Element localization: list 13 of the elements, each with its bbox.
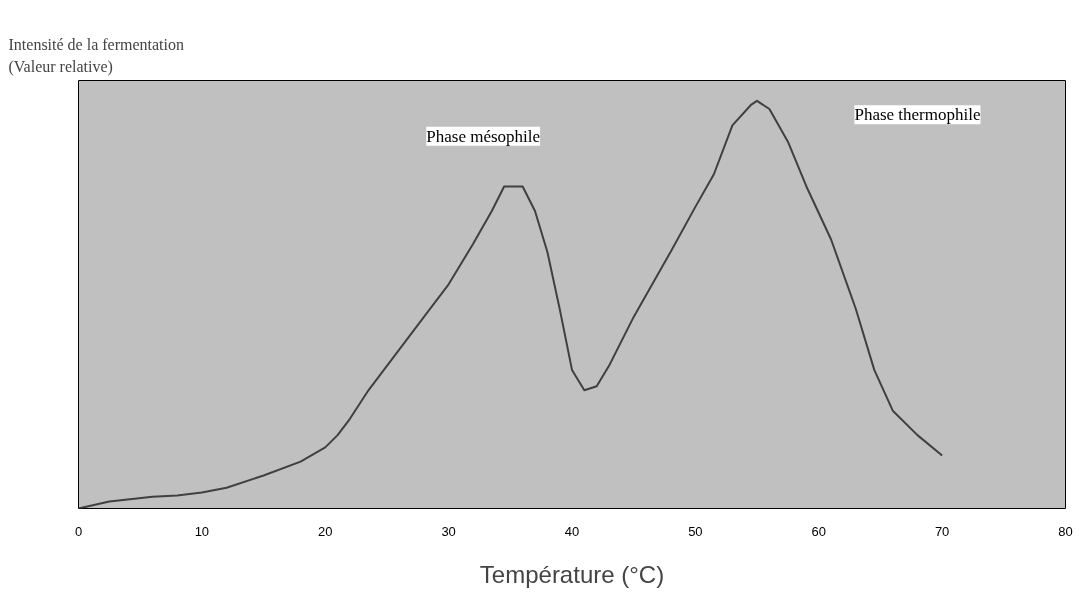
x-tick-label: 60 <box>811 523 826 539</box>
annotation: Phase mésophile <box>426 126 541 146</box>
x-axis-title: Température (°C) <box>479 560 665 588</box>
x-tick-label: 70 <box>934 523 950 539</box>
x-tick-label: 30 <box>441 523 456 539</box>
y-axis-title: Intensité de la fermentation (Valeur relative) <box>8 36 184 77</box>
x-tick-label: 20 <box>318 523 333 539</box>
x-tick-label: 0 <box>74 523 83 539</box>
x-tick-label: 40 <box>564 523 580 539</box>
annotation: Phase thermophile <box>854 105 981 125</box>
x-tick-label: 80 <box>1058 523 1073 539</box>
x-tick-label: 50 <box>688 523 703 539</box>
x-tick-label: 10 <box>194 523 210 539</box>
